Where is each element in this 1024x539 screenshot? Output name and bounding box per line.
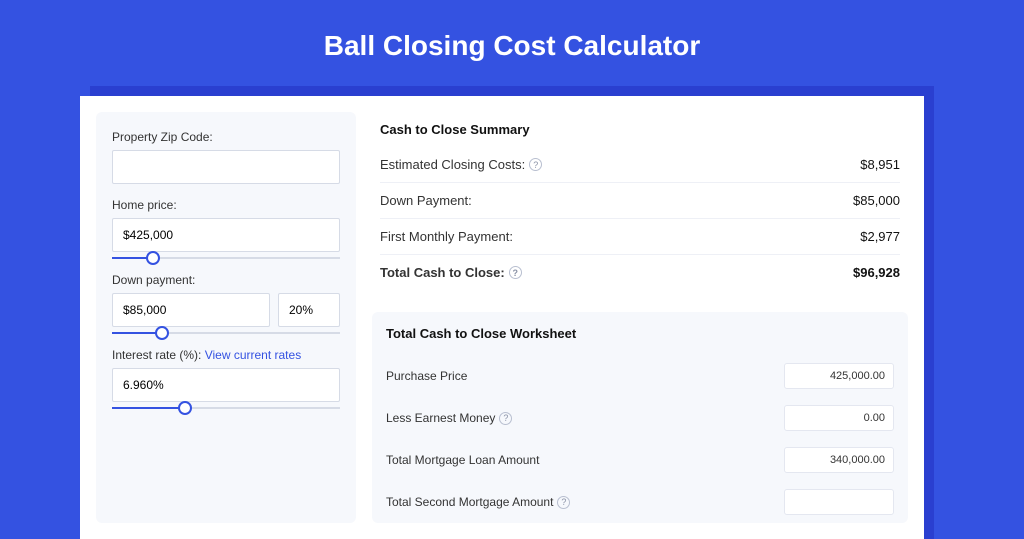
summary-label-text: Down Payment: bbox=[380, 193, 472, 208]
down-payment-group: Down payment: bbox=[112, 273, 340, 334]
worksheet-row-label: Total Second Mortgage Amount ? bbox=[386, 495, 570, 509]
worksheet-label-text: Total Mortgage Loan Amount bbox=[386, 453, 539, 467]
summary-row-value: $8,951 bbox=[860, 157, 900, 172]
zip-group: Property Zip Code: bbox=[112, 130, 340, 184]
down-payment-slider[interactable] bbox=[112, 332, 340, 334]
worksheet-row: Total Second Mortgage Amount ? bbox=[386, 481, 894, 523]
down-payment-input[interactable] bbox=[112, 293, 270, 327]
worksheet-row: Less Earnest Money ? bbox=[386, 397, 894, 439]
interest-label: Interest rate (%): View current rates bbox=[112, 348, 340, 362]
card-shadow: Property Zip Code: Home price: Down paym… bbox=[90, 86, 934, 539]
summary-row-label: Down Payment: bbox=[380, 193, 472, 208]
worksheet-row-label: Less Earnest Money ? bbox=[386, 411, 512, 425]
summary-total-value: $96,928 bbox=[853, 265, 900, 280]
summary-card: Cash to Close Summary Estimated Closing … bbox=[372, 112, 908, 296]
help-icon[interactable]: ? bbox=[529, 158, 542, 171]
summary-total-row: Total Cash to Close: ? $96,928 bbox=[380, 255, 900, 290]
calculator-card: Property Zip Code: Home price: Down paym… bbox=[80, 96, 924, 539]
worksheet-label-text: Purchase Price bbox=[386, 369, 467, 383]
worksheet-row: Purchase Price bbox=[386, 355, 894, 397]
home-price-label: Home price: bbox=[112, 198, 340, 212]
help-icon[interactable]: ? bbox=[499, 412, 512, 425]
interest-group: Interest rate (%): View current rates bbox=[112, 348, 340, 409]
worksheet-row-input[interactable] bbox=[784, 363, 894, 389]
zip-input[interactable] bbox=[112, 150, 340, 184]
zip-label: Property Zip Code: bbox=[112, 130, 340, 144]
summary-row: First Monthly Payment: $2,977 bbox=[380, 219, 900, 255]
interest-slider-fill bbox=[112, 407, 185, 409]
interest-label-text: Interest rate (%): bbox=[112, 348, 205, 362]
page-title: Ball Closing Cost Calculator bbox=[0, 0, 1024, 86]
summary-row-value: $2,977 bbox=[860, 229, 900, 244]
summary-row-value: $85,000 bbox=[853, 193, 900, 208]
inputs-panel: Property Zip Code: Home price: Down paym… bbox=[96, 112, 356, 523]
home-price-slider-thumb[interactable] bbox=[146, 251, 160, 265]
down-payment-slider-thumb[interactable] bbox=[155, 326, 169, 340]
summary-row-label: First Monthly Payment: bbox=[380, 229, 513, 244]
worksheet-row-label: Purchase Price bbox=[386, 369, 467, 383]
worksheet-label-text: Total Second Mortgage Amount bbox=[386, 495, 553, 509]
summary-row-label: Estimated Closing Costs: ? bbox=[380, 157, 542, 172]
worksheet-row-input[interactable] bbox=[784, 447, 894, 473]
interest-input[interactable] bbox=[112, 368, 340, 402]
summary-total-label: Total Cash to Close: ? bbox=[380, 265, 522, 280]
worksheet-title: Total Cash to Close Worksheet bbox=[386, 326, 894, 355]
worksheet-row-label: Total Mortgage Loan Amount bbox=[386, 453, 539, 467]
interest-slider-thumb[interactable] bbox=[178, 401, 192, 415]
down-payment-pct-input[interactable] bbox=[278, 293, 340, 327]
home-price-group: Home price: bbox=[112, 198, 340, 259]
worksheet-row-input[interactable] bbox=[784, 405, 894, 431]
worksheet-card: Total Cash to Close Worksheet Purchase P… bbox=[372, 312, 908, 523]
summary-row: Down Payment: $85,000 bbox=[380, 183, 900, 219]
view-rates-link[interactable]: View current rates bbox=[205, 348, 302, 362]
summary-label-text: Estimated Closing Costs: bbox=[380, 157, 525, 172]
summary-title: Cash to Close Summary bbox=[380, 116, 900, 147]
interest-slider[interactable] bbox=[112, 407, 340, 409]
worksheet-row: Total Mortgage Loan Amount bbox=[386, 439, 894, 481]
home-price-slider[interactable] bbox=[112, 257, 340, 259]
down-payment-row bbox=[112, 293, 340, 327]
down-payment-label: Down payment: bbox=[112, 273, 340, 287]
help-icon[interactable]: ? bbox=[557, 496, 570, 509]
help-icon[interactable]: ? bbox=[509, 266, 522, 279]
summary-row: Estimated Closing Costs: ? $8,951 bbox=[380, 147, 900, 183]
summary-label-text: First Monthly Payment: bbox=[380, 229, 513, 244]
worksheet-row-input[interactable] bbox=[784, 489, 894, 515]
right-panel: Cash to Close Summary Estimated Closing … bbox=[372, 112, 908, 523]
worksheet-label-text: Less Earnest Money bbox=[386, 411, 495, 425]
summary-total-text: Total Cash to Close: bbox=[380, 265, 505, 280]
home-price-input[interactable] bbox=[112, 218, 340, 252]
